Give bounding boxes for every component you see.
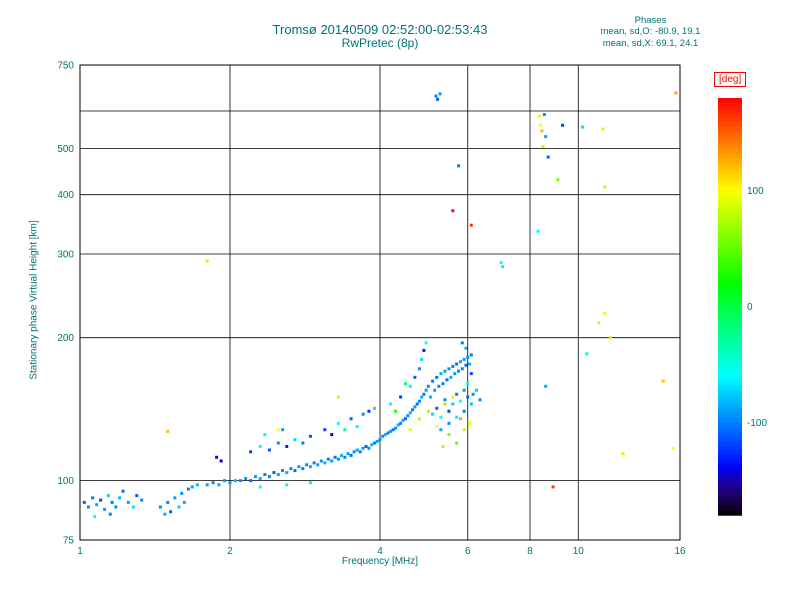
svg-text:1: 1 <box>77 546 83 557</box>
colorbar-unit-label: [deg] <box>714 72 747 87</box>
svg-text:10: 10 <box>573 546 585 557</box>
svg-text:200: 200 <box>57 333 74 344</box>
svg-text:16: 16 <box>674 546 686 557</box>
svg-text:100: 100 <box>747 186 764 197</box>
svg-text:750: 750 <box>57 61 74 72</box>
svg-text:400: 400 <box>57 190 74 201</box>
svg-text:-100: -100 <box>747 418 767 429</box>
svg-text:4: 4 <box>377 546 383 557</box>
svg-text:6: 6 <box>465 546 471 557</box>
phase-stats-line-x: mean, sd,X: 69.1, 24.1 <box>602 37 699 49</box>
phase-stats: Phases mean, sd,O: -80.9, 19.1 mean, sd,… <box>568 15 733 49</box>
x-axis-title: Frequency [MHz] <box>341 556 419 567</box>
svg-text:75: 75 <box>63 536 75 547</box>
svg-text:100: 100 <box>57 476 74 487</box>
svg-text:300: 300 <box>57 250 74 261</box>
chart-title: Tromsø 20140509 02:52:00-02:53:43 <box>272 22 488 37</box>
svg-text:2: 2 <box>227 546 233 557</box>
chart-subtitle: RwPretec (8p) <box>341 36 419 50</box>
svg-text:8: 8 <box>527 546 533 557</box>
svg-text:0: 0 <box>747 302 753 313</box>
y-axis-title: Stationary phase Virtual Height [km] <box>28 220 40 380</box>
phase-stats-header: Phases <box>634 15 667 26</box>
svg-text:500: 500 <box>57 144 74 155</box>
phase-stats-line-o: mean, sd,O: -80.9, 19.1 <box>600 26 701 38</box>
